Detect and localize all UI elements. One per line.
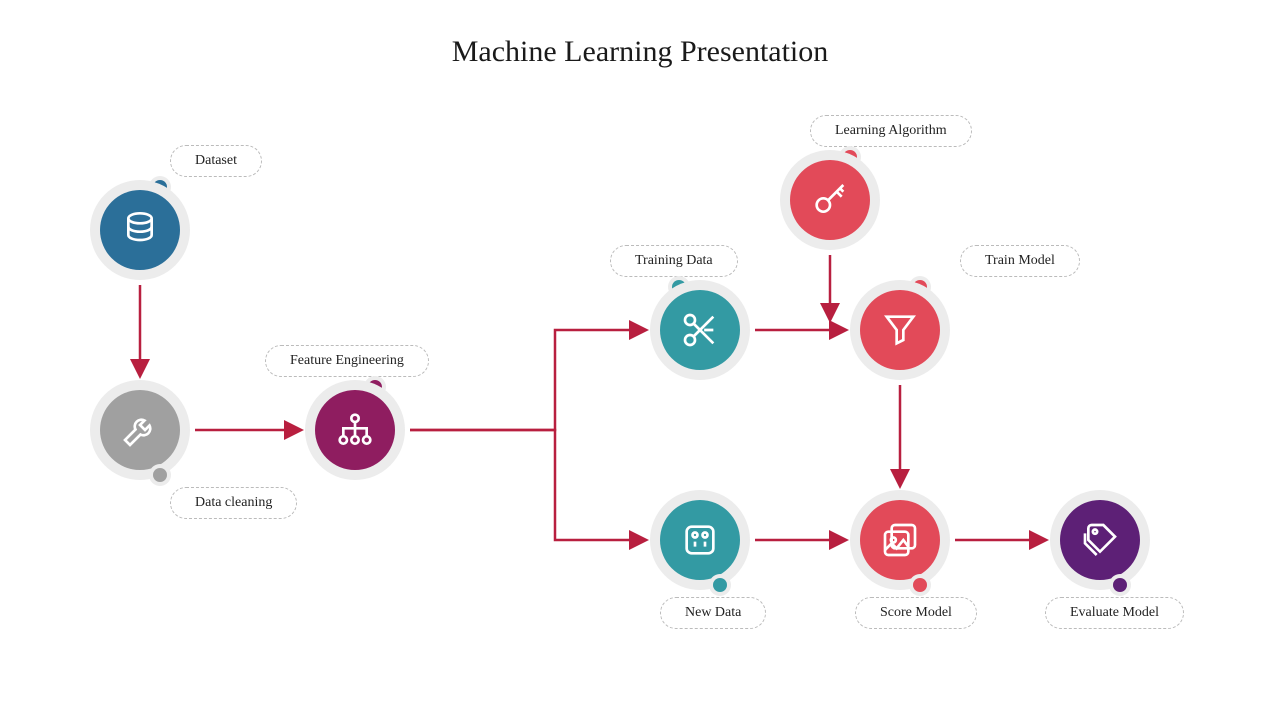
dataset-node bbox=[100, 190, 180, 270]
trainmdl-label: Train Model bbox=[960, 245, 1080, 277]
key-icon bbox=[810, 180, 850, 220]
score-dot bbox=[913, 578, 927, 592]
training-dot bbox=[672, 280, 686, 294]
score-label: Score Model bbox=[855, 597, 977, 629]
dataset-label: Dataset bbox=[170, 145, 262, 177]
newdata-label: New Data bbox=[660, 597, 766, 629]
trainmdl-node bbox=[860, 290, 940, 370]
database-icon bbox=[120, 210, 160, 250]
dataset-dot bbox=[153, 180, 167, 194]
newdata-node bbox=[660, 500, 740, 580]
funnel-icon bbox=[880, 310, 920, 350]
evaluate-label: Evaluate Model bbox=[1045, 597, 1184, 629]
feature-node bbox=[315, 390, 395, 470]
feature-label: Feature Engineering bbox=[265, 345, 429, 377]
wrench-icon bbox=[120, 410, 160, 450]
cleaning-node bbox=[100, 390, 180, 470]
feature-dot bbox=[368, 380, 382, 394]
cleaning-dot bbox=[153, 468, 167, 482]
tags-icon bbox=[1080, 520, 1120, 560]
score-node bbox=[860, 500, 940, 580]
learnalg-node bbox=[790, 160, 870, 240]
scissors-icon bbox=[680, 310, 720, 350]
switch-icon bbox=[680, 520, 720, 560]
newdata-dot bbox=[713, 578, 727, 592]
page-title: Machine Learning Presentation bbox=[452, 35, 829, 69]
learnalg-dot bbox=[843, 150, 857, 164]
evaluate-node bbox=[1060, 500, 1140, 580]
evaluate-dot bbox=[1113, 578, 1127, 592]
hierarchy-icon bbox=[335, 410, 375, 450]
images-icon bbox=[880, 520, 920, 560]
learnalg-label: Learning Algorithm bbox=[810, 115, 972, 147]
cleaning-label: Data cleaning bbox=[170, 487, 297, 519]
training-node bbox=[660, 290, 740, 370]
trainmdl-dot bbox=[913, 280, 927, 294]
training-label: Training Data bbox=[610, 245, 738, 277]
